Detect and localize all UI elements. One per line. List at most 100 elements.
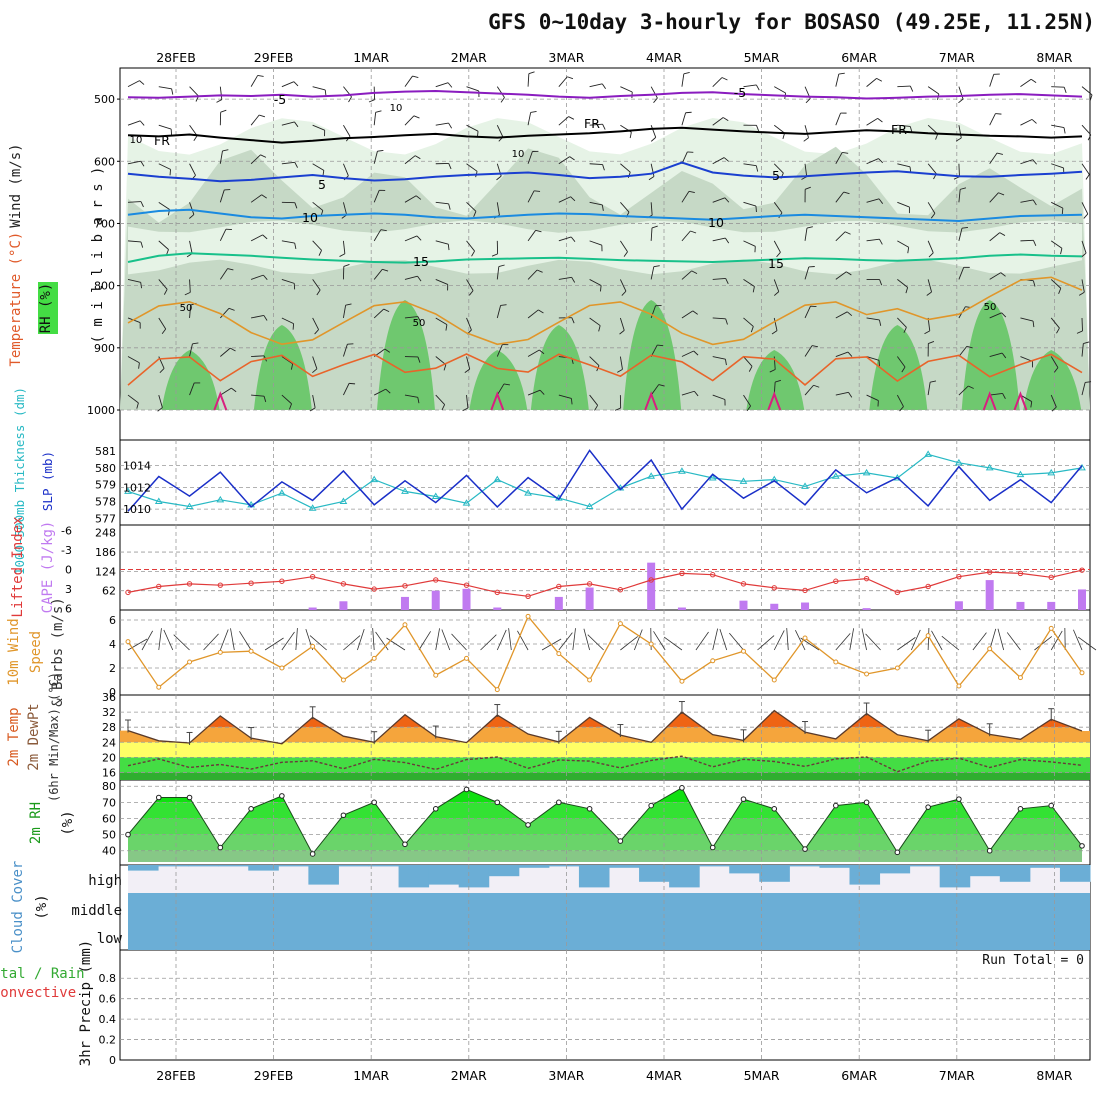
isotherm-line <box>127 89 1083 100</box>
wind-barb <box>158 124 172 130</box>
wind-barb-feather <box>653 97 658 103</box>
wind-barb-feather <box>417 316 422 323</box>
cape-bar <box>770 603 779 610</box>
precip-tick: 0 <box>109 1054 116 1067</box>
wind-barb <box>650 227 653 241</box>
cloud-high-bar <box>1029 865 1061 868</box>
rh2m-panel: 80 70 60 50 40 <box>102 780 1090 865</box>
wind-barb <box>620 202 630 213</box>
thickness-point <box>493 475 502 483</box>
wind-barb-feather <box>1087 134 1092 141</box>
wind-barb-feather <box>594 405 599 411</box>
wind-barb-feather <box>448 203 451 210</box>
thickness-point <box>678 467 686 474</box>
wind-barb-feather <box>930 213 936 219</box>
wind-barb-feather <box>528 71 535 75</box>
wind10-barb <box>931 630 943 651</box>
wind-barb <box>158 201 170 210</box>
date-label-bottom: 8MAR <box>1036 1068 1072 1083</box>
wind-barb-feather <box>417 275 422 282</box>
wind-barb-feather <box>690 230 697 234</box>
rh2m-point <box>679 785 685 791</box>
wind-barb <box>804 227 808 241</box>
wind-barb-feather <box>756 125 760 132</box>
run-total-label: Run Total = 0 <box>982 953 1084 968</box>
wind-barb-feather <box>569 156 575 161</box>
wind10-point <box>310 643 316 649</box>
wind-barb-feather <box>568 116 575 120</box>
cape-bar <box>647 562 656 610</box>
wind-barb-feather <box>1031 119 1037 124</box>
wind10-barb <box>634 629 643 651</box>
wind-barb <box>589 83 603 88</box>
wind-barb <box>958 189 961 203</box>
y-tick-label: 700 <box>94 217 115 230</box>
temp-band <box>120 772 1090 780</box>
wind-barb <box>373 112 377 126</box>
wind-barb-feather <box>139 80 145 85</box>
wind-barb <box>251 394 265 397</box>
wind-barb-feather <box>415 195 422 200</box>
cloud-high-bar <box>548 865 580 867</box>
wind-barb-feather <box>1053 367 1059 373</box>
cape-bar <box>1078 589 1086 610</box>
contour-label: FR <box>891 122 907 137</box>
contour-label: 15 <box>768 256 784 271</box>
wind-barb <box>158 86 172 90</box>
temp-tick: 16 <box>102 766 116 779</box>
wind-barb <box>989 152 998 165</box>
wind-barb <box>989 272 1002 280</box>
wind-barb-feather <box>447 82 453 88</box>
precip-tick: 0.8 <box>99 972 117 985</box>
cloud-high-bar <box>368 865 400 867</box>
wind-barb-feather <box>324 89 327 96</box>
rh2m-point <box>956 796 962 802</box>
rh2m-line <box>127 787 1083 855</box>
date-label-top: 4MAR <box>646 50 682 65</box>
wind-barb-feather <box>1051 406 1057 412</box>
lifted-point <box>186 581 193 587</box>
thickness-point <box>708 473 717 481</box>
date-label-top: 7MAR <box>939 50 975 65</box>
wind-barb <box>189 343 193 357</box>
date-label-top: 3MAR <box>548 50 584 65</box>
wind-barb-feather <box>491 253 498 257</box>
wind10-point <box>371 655 377 661</box>
wind-barb-feather <box>380 229 387 232</box>
wind-barb-feather <box>623 251 628 257</box>
wind-barb-feather <box>447 244 450 251</box>
wind-barb <box>404 235 418 242</box>
wind-barb <box>620 240 628 252</box>
wind-barb <box>773 279 780 292</box>
y-tick-label: 600 <box>94 155 115 168</box>
wind-barb-feather <box>879 279 883 286</box>
wind-barb-feather <box>602 164 605 171</box>
wind-barb-feather <box>928 252 934 258</box>
wind-barb <box>620 86 633 93</box>
wind-barb <box>1020 199 1034 203</box>
wind-barb <box>281 240 295 244</box>
wind-barb-feather <box>216 99 223 103</box>
thickness-tick: 577 <box>95 512 116 525</box>
wind-barb-feather <box>535 229 542 233</box>
precip-tick: 0.2 <box>99 1034 117 1047</box>
wind-barb <box>496 305 502 319</box>
wind-barb-feather <box>1032 159 1037 165</box>
wind-barb <box>127 278 141 283</box>
thickness-line <box>127 453 1083 509</box>
wind-barb <box>312 124 325 131</box>
cloud-high-bar <box>759 865 790 882</box>
wind-barb-feather <box>1081 252 1087 258</box>
cape-tick: 124 <box>95 565 116 578</box>
wind-barb-feather <box>538 309 544 314</box>
wind-barb-feather <box>803 137 809 142</box>
dewpt-line <box>127 755 1083 773</box>
rh2m-point <box>309 851 316 857</box>
wind-barb <box>989 232 1001 242</box>
wind-barb <box>189 202 195 215</box>
wind-barb <box>404 316 418 319</box>
rh2m-point <box>709 844 716 851</box>
wind-barb <box>804 266 810 280</box>
wind-barb <box>743 394 751 407</box>
y-tick-label: 1000 <box>87 404 115 417</box>
